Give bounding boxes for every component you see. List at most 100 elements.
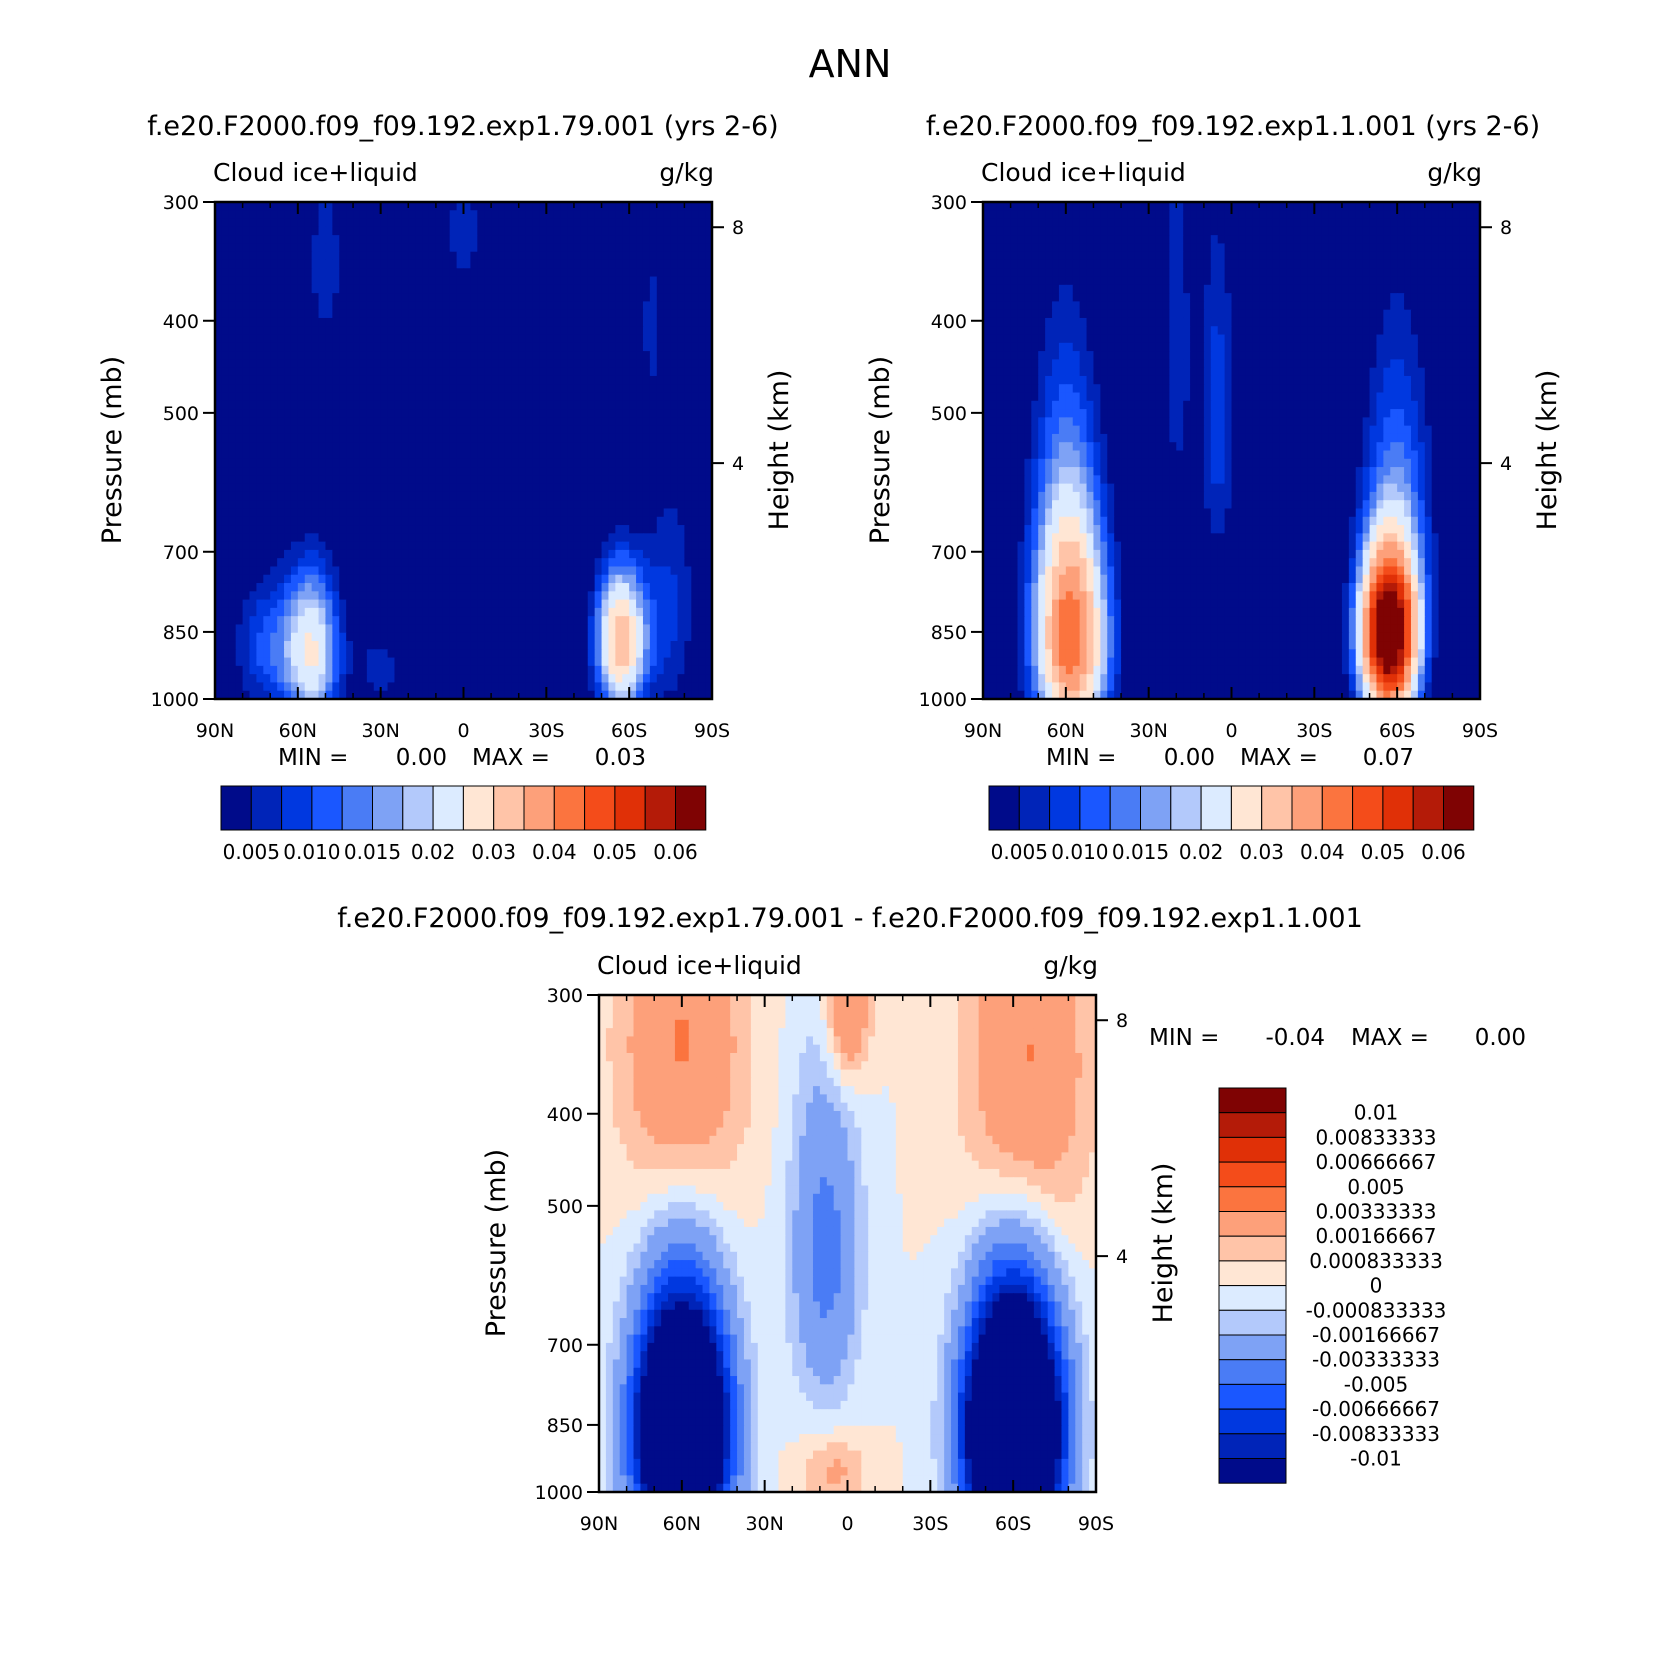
field-cell bbox=[256, 342, 264, 352]
field-cell bbox=[270, 533, 278, 543]
field-cell bbox=[1259, 218, 1267, 228]
field-cell bbox=[622, 649, 630, 659]
field-cell bbox=[567, 574, 575, 584]
field-cell bbox=[656, 400, 665, 410]
field-cell bbox=[435, 326, 444, 336]
field-cell bbox=[560, 483, 568, 493]
field-cell bbox=[380, 475, 389, 485]
field-cell bbox=[332, 541, 340, 551]
field-cell bbox=[401, 375, 409, 385]
field-cell bbox=[221, 649, 230, 659]
field-cell bbox=[297, 400, 306, 410]
field-cell bbox=[587, 616, 596, 626]
field-cell bbox=[470, 359, 478, 369]
field-cell bbox=[691, 309, 699, 319]
field-cell bbox=[601, 624, 610, 634]
field-cell bbox=[373, 450, 382, 460]
field-cell bbox=[511, 632, 520, 642]
field-cell bbox=[422, 226, 430, 236]
field-cell bbox=[1079, 235, 1088, 245]
field-cell bbox=[325, 458, 333, 468]
field-cell bbox=[560, 641, 568, 650]
field-cell bbox=[1383, 243, 1391, 253]
field-cell bbox=[518, 682, 527, 692]
field-cell bbox=[580, 284, 589, 294]
field-cell bbox=[373, 533, 382, 543]
field-cell bbox=[573, 276, 582, 286]
field-cell bbox=[228, 616, 237, 626]
field-cell bbox=[587, 400, 596, 410]
field-cell bbox=[498, 607, 506, 617]
field-cell bbox=[567, 558, 575, 568]
field-cell bbox=[1307, 235, 1315, 245]
field-cell bbox=[691, 574, 699, 584]
field-cell bbox=[677, 632, 685, 642]
field-cell bbox=[353, 218, 361, 228]
field-cell bbox=[553, 641, 561, 650]
field-cell bbox=[359, 326, 368, 336]
field-cell bbox=[608, 235, 616, 245]
field-cell bbox=[1155, 259, 1164, 269]
field-cell bbox=[284, 392, 292, 402]
field-cell bbox=[594, 549, 603, 559]
field-cell bbox=[394, 467, 402, 476]
field-cell bbox=[346, 367, 354, 377]
panel-2-field bbox=[983, 202, 1480, 699]
field-cell bbox=[428, 276, 437, 286]
field-cell bbox=[359, 293, 368, 302]
field-cell bbox=[698, 326, 706, 336]
field-cell bbox=[615, 309, 623, 319]
field-cell bbox=[1376, 226, 1384, 236]
field-cell bbox=[435, 202, 444, 211]
field-cell bbox=[511, 442, 520, 452]
field-cell bbox=[477, 301, 485, 311]
field-cell bbox=[615, 549, 623, 559]
field-cell bbox=[1141, 235, 1150, 245]
field-cell bbox=[615, 392, 623, 402]
field-cell bbox=[270, 632, 278, 642]
field-cell bbox=[428, 425, 437, 435]
field-cell bbox=[456, 367, 465, 377]
field-cell bbox=[449, 458, 458, 468]
field-cell bbox=[656, 533, 665, 543]
field-cell bbox=[539, 375, 547, 385]
field-cell bbox=[587, 525, 596, 534]
field-cell bbox=[1121, 202, 1129, 211]
field-cell bbox=[332, 326, 340, 336]
field-cell bbox=[1086, 202, 1095, 211]
field-cell bbox=[532, 326, 541, 336]
field-cell bbox=[518, 433, 527, 443]
field-cell bbox=[1259, 235, 1267, 245]
field-cell bbox=[608, 591, 616, 601]
field-cell bbox=[567, 533, 575, 543]
field-cell bbox=[297, 442, 306, 452]
field-cell bbox=[435, 549, 444, 559]
field-cell bbox=[1058, 243, 1067, 253]
field-cell bbox=[642, 384, 651, 394]
field-cell bbox=[463, 657, 471, 667]
field-cell bbox=[270, 467, 278, 476]
field-cell bbox=[1217, 235, 1226, 245]
field-cell bbox=[601, 525, 610, 534]
field-cell bbox=[601, 641, 610, 650]
field-cell bbox=[366, 583, 375, 592]
field-cell bbox=[525, 641, 534, 650]
field-cell bbox=[608, 351, 616, 360]
field-cell bbox=[249, 541, 258, 551]
field-cell bbox=[525, 425, 534, 435]
field-cell bbox=[249, 400, 258, 410]
field-cell bbox=[587, 583, 596, 592]
field-cell bbox=[449, 508, 458, 518]
field-cell bbox=[1024, 259, 1032, 269]
field-cell bbox=[339, 425, 347, 435]
field-cell bbox=[525, 342, 534, 352]
field-cell bbox=[311, 342, 320, 352]
field-cell bbox=[394, 433, 402, 443]
field-cell bbox=[215, 649, 223, 659]
field-cell bbox=[304, 641, 313, 650]
field-cell bbox=[1438, 235, 1447, 245]
field-cell bbox=[705, 293, 712, 302]
field-cell bbox=[373, 218, 382, 228]
field-cell bbox=[435, 259, 444, 269]
field-cell bbox=[290, 433, 299, 443]
